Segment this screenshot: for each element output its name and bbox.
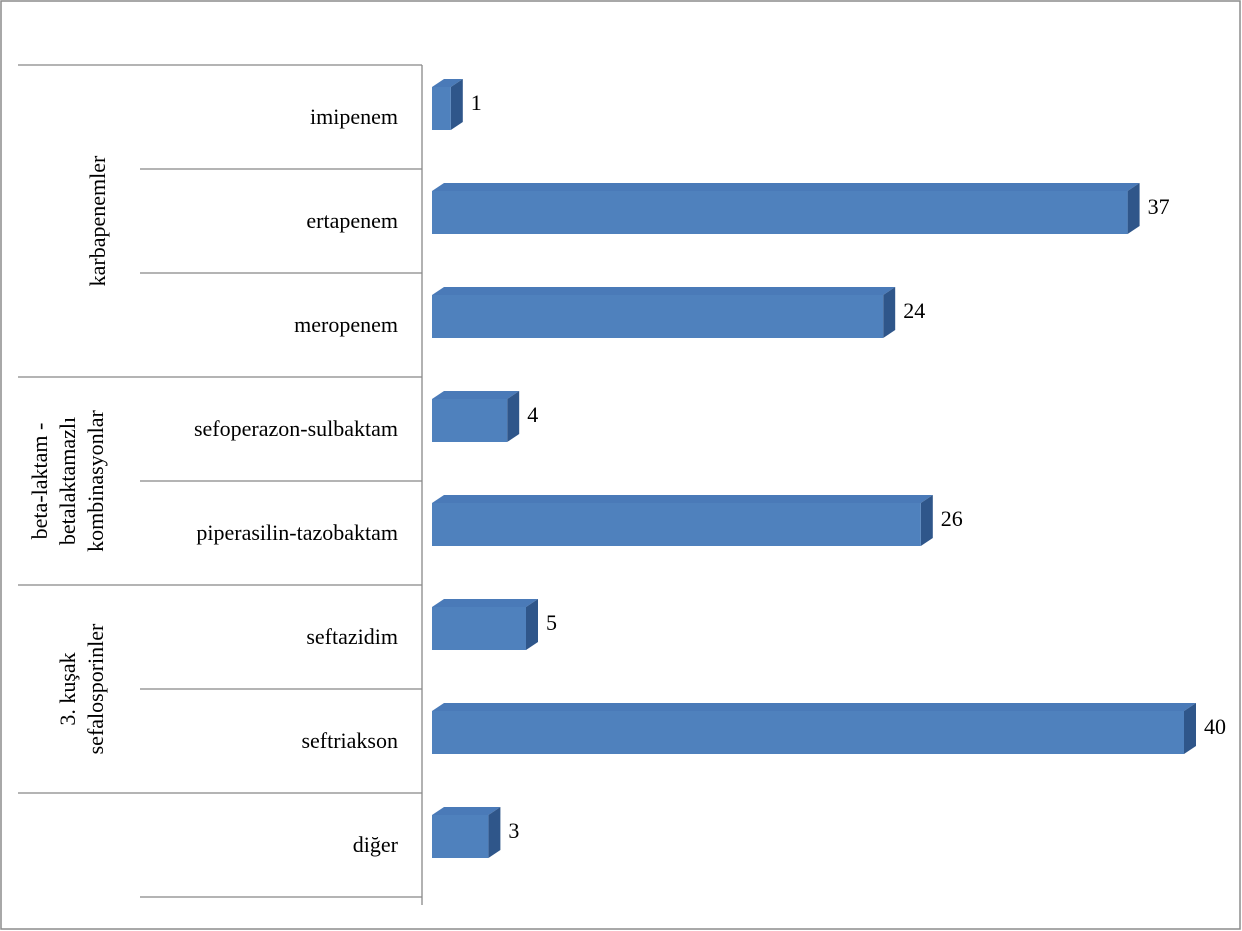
bar-top [432,599,538,607]
bar-top [432,703,1196,711]
data-label: 24 [903,298,925,323]
category-label: seftriakson [301,728,398,753]
category-label: piperasilin-tazobaktam [196,520,398,545]
category-label: ertapenem [306,208,398,233]
bar-top [432,287,896,295]
bar [432,711,1184,754]
data-label: 26 [941,506,963,531]
bar-top [432,183,1140,191]
category-label: meropenem [294,312,398,337]
bar-top [432,391,520,399]
bar [432,191,1128,234]
category-label: seftazidim [306,624,398,649]
data-label: 4 [527,402,538,427]
group-label: betalaktamazlı [55,417,80,545]
bar-top [432,79,463,87]
bar-side [507,391,520,442]
group-label: kombinasyonlar [83,409,108,551]
bar [432,607,526,650]
bar [432,815,489,858]
data-label: 37 [1148,194,1170,219]
bar [432,295,884,338]
bar-top [432,807,501,815]
group-label: sefalosporinler [83,623,108,754]
data-label: 1 [471,90,482,115]
category-label: diğer [353,832,399,857]
bar [432,503,921,546]
bar [432,87,451,130]
bar-side [526,599,538,650]
bar [432,399,508,442]
bar-side [488,807,501,858]
group-label: 3. kuşak [55,652,80,725]
bar-top [432,495,933,503]
group-label: beta-laktam - [27,423,52,540]
bar-side [883,287,896,338]
data-label: 3 [508,818,519,843]
bar-side [450,79,463,130]
category-label: sefoperazon-sulbaktam [194,416,398,441]
group-label: karbapenemler [85,155,110,286]
data-label: 40 [1204,714,1226,739]
bar-side [1184,703,1196,754]
bar-side [920,495,933,546]
bar-side [1127,183,1140,234]
data-label: 5 [546,610,557,635]
category-label: imipenem [310,104,398,129]
